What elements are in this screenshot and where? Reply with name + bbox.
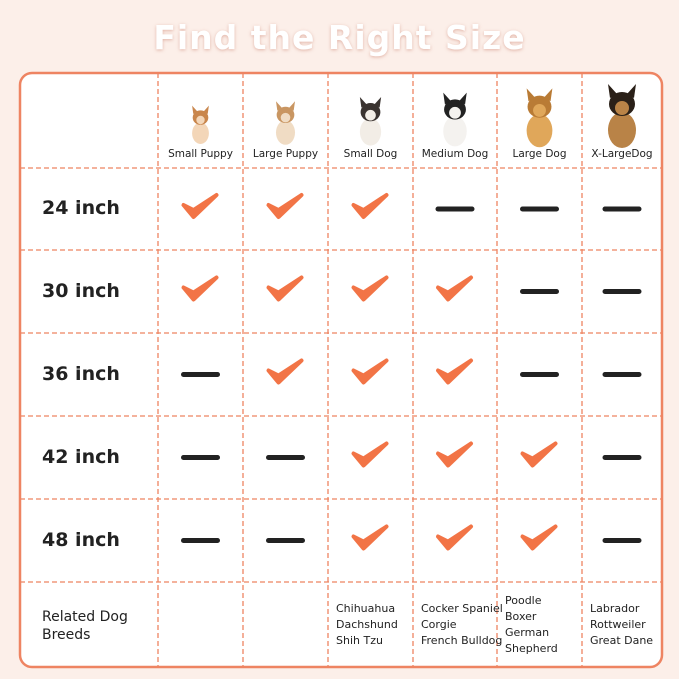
dog-shape bbox=[526, 114, 553, 148]
check-icon bbox=[520, 441, 558, 468]
breed-name: Dachshund bbox=[336, 617, 398, 631]
breed-name: Chihuahua bbox=[336, 601, 396, 615]
dog-shape bbox=[608, 84, 636, 98]
column-label: Large Dog bbox=[512, 148, 567, 160]
dog-shape bbox=[526, 88, 553, 102]
dog-shape bbox=[449, 106, 461, 119]
breed-name: Poodle bbox=[505, 593, 542, 607]
dog-icon bbox=[192, 105, 209, 144]
dog-icon bbox=[608, 84, 636, 148]
title: Find the Right Size bbox=[153, 18, 526, 57]
breed-name: Shepherd bbox=[505, 641, 558, 655]
check-icon bbox=[436, 275, 473, 302]
dog-shape bbox=[192, 122, 209, 144]
dog-shape bbox=[443, 116, 467, 147]
breed-name: Corgie bbox=[421, 617, 457, 631]
column-label: Small Dog bbox=[343, 148, 398, 160]
check-icon bbox=[436, 441, 473, 468]
row-label: 48 inch bbox=[42, 528, 120, 551]
dog-shape bbox=[615, 101, 629, 115]
dog-icon bbox=[275, 101, 296, 145]
check-icon bbox=[351, 275, 389, 302]
dog-icon bbox=[443, 92, 467, 147]
breed-name: Cocker Spaniel bbox=[421, 601, 503, 615]
check-icon bbox=[181, 193, 219, 219]
row-label: 24 inch bbox=[42, 197, 120, 219]
breed-name: Labrador bbox=[590, 601, 640, 615]
dog-shape bbox=[196, 115, 205, 125]
check-icon bbox=[351, 193, 389, 219]
dog-icon bbox=[526, 88, 553, 148]
breed-name: German bbox=[505, 625, 550, 639]
check-icon bbox=[266, 193, 304, 219]
breed-name: Great Dane bbox=[590, 633, 654, 647]
dog-shape bbox=[608, 112, 636, 148]
breed-name: Shih Tzu bbox=[336, 633, 383, 647]
check-icon bbox=[266, 358, 304, 385]
check-icon bbox=[436, 358, 473, 385]
check-icon bbox=[520, 524, 558, 551]
breed-name: French Bulldog bbox=[421, 633, 503, 647]
dog-shape bbox=[359, 96, 382, 108]
dog-shape bbox=[443, 92, 467, 105]
breed-name: Rottweiler bbox=[590, 617, 646, 631]
dog-shape bbox=[192, 105, 209, 114]
dog-shape bbox=[275, 101, 296, 111]
row-label: 30 inch bbox=[42, 279, 120, 302]
check-icon bbox=[351, 358, 389, 385]
dog-shape bbox=[275, 120, 296, 145]
row-label: 42 inch bbox=[42, 445, 120, 468]
column-label: Large Puppy bbox=[252, 148, 319, 160]
breed-name: Boxer bbox=[505, 609, 537, 623]
table-border bbox=[18, 71, 664, 669]
dog-shape bbox=[359, 118, 382, 146]
column-label: Small Puppy bbox=[168, 148, 233, 160]
column-label: X-LargeDog bbox=[591, 148, 653, 160]
check-icon bbox=[351, 441, 389, 468]
dog-shape bbox=[533, 103, 546, 117]
column-label: Medium Dog bbox=[421, 148, 489, 160]
check-icon bbox=[266, 275, 304, 302]
check-icon bbox=[351, 524, 389, 551]
dog-shape bbox=[365, 109, 376, 121]
row-label: 36 inch bbox=[42, 362, 120, 385]
dog-shape bbox=[280, 112, 291, 123]
breeds-label: Related Dog Breeds bbox=[42, 608, 128, 643]
dog-icon bbox=[359, 96, 382, 146]
check-icon bbox=[181, 275, 219, 302]
check-icon bbox=[436, 524, 473, 551]
